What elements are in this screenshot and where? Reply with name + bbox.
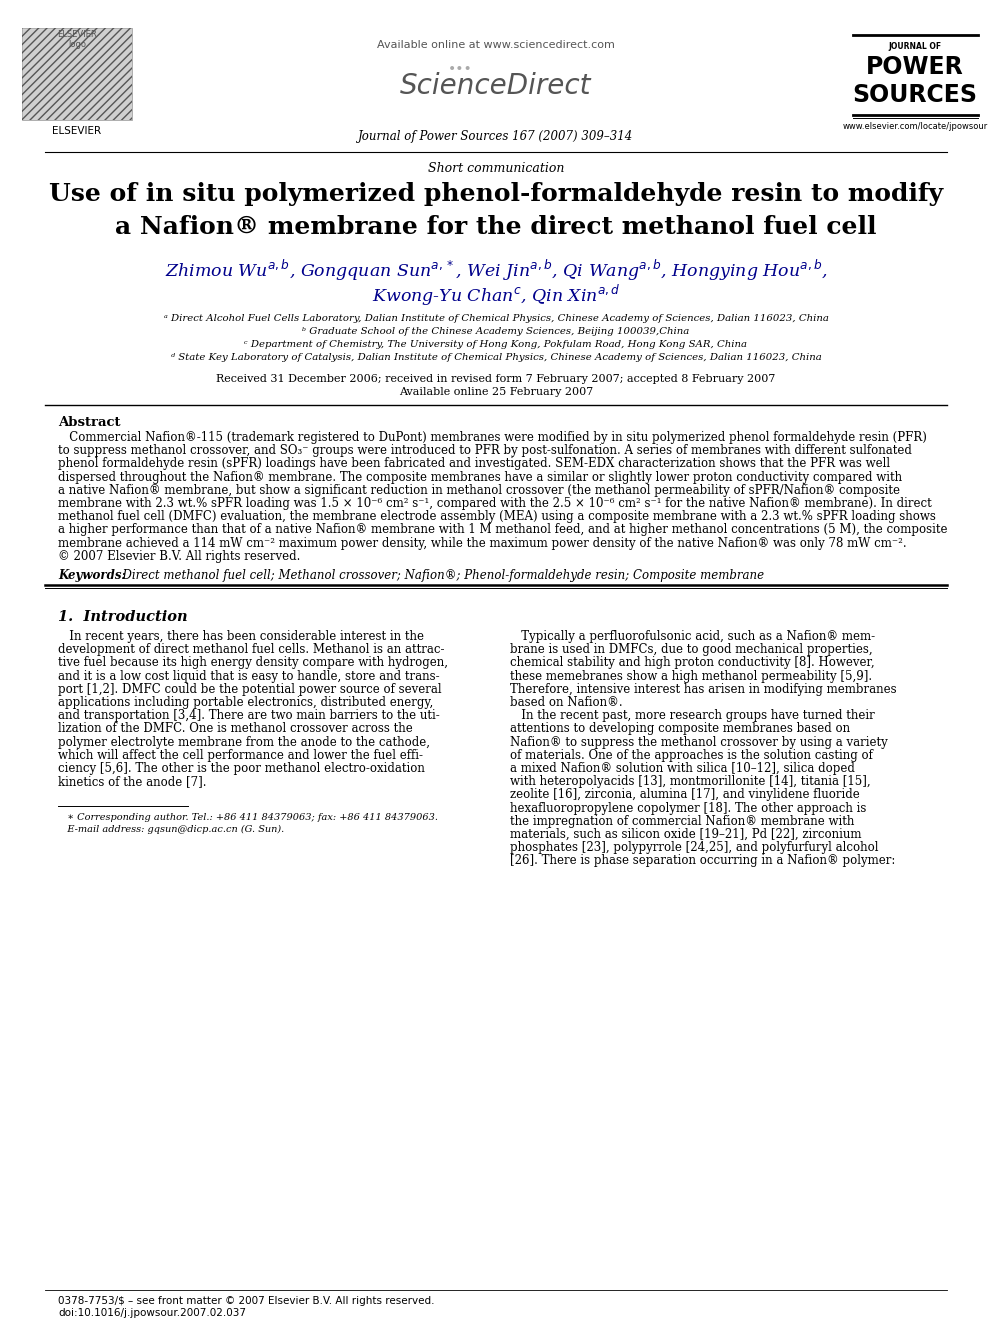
Text: Commercial Nafion®-115 (trademark registered to DuPont) membranes were modified : Commercial Nafion®-115 (trademark regist… bbox=[58, 431, 927, 445]
Text: Therefore, intensive interest has arisen in modifying membranes: Therefore, intensive interest has arisen… bbox=[510, 683, 897, 696]
Text: Nafion® to suppress the methanol crossover by using a variety: Nafion® to suppress the methanol crossov… bbox=[510, 736, 888, 749]
Text: phenol formaldehyde resin (sPFR) loadings have been fabricated and investigated.: phenol formaldehyde resin (sPFR) loading… bbox=[58, 458, 890, 471]
Text: polymer electrolyte membrane from the anode to the cathode,: polymer electrolyte membrane from the an… bbox=[58, 736, 430, 749]
Text: In the recent past, more research groups have turned their: In the recent past, more research groups… bbox=[510, 709, 875, 722]
Text: these memebranes show a high methanol permeability [5,9].: these memebranes show a high methanol pe… bbox=[510, 669, 872, 683]
Text: ᵃ Direct Alcohol Fuel Cells Laboratory, Dalian Institute of Chemical Physics, Ch: ᵃ Direct Alcohol Fuel Cells Laboratory, … bbox=[164, 314, 828, 323]
Text: based on Nafion®.: based on Nafion®. bbox=[510, 696, 623, 709]
Text: ∗ Corresponding author. Tel.: +86 411 84379063; fax: +86 411 84379063.: ∗ Corresponding author. Tel.: +86 411 84… bbox=[58, 814, 438, 823]
Text: port [1,2]. DMFC could be the potential power source of several: port [1,2]. DMFC could be the potential … bbox=[58, 683, 441, 696]
Text: a Nafion® membrane for the direct methanol fuel cell: a Nafion® membrane for the direct methan… bbox=[115, 216, 877, 239]
Text: JOURNAL OF: JOURNAL OF bbox=[889, 42, 941, 52]
Text: 0378-7753/$ – see front matter © 2007 Elsevier B.V. All rights reserved.: 0378-7753/$ – see front matter © 2007 El… bbox=[58, 1297, 434, 1306]
Text: methanol fuel cell (DMFC) evaluation, the membrane electrode assembly (MEA) usin: methanol fuel cell (DMFC) evaluation, th… bbox=[58, 511, 935, 523]
Text: ᵇ Graduate School of the Chinese Academy Sciences, Beijing 100039,China: ᵇ Graduate School of the Chinese Academy… bbox=[303, 327, 689, 336]
Text: 1.  Introduction: 1. Introduction bbox=[58, 610, 187, 624]
Text: membrane achieved a 114 mW cm⁻² maximum power density, while the maximum power d: membrane achieved a 114 mW cm⁻² maximum … bbox=[58, 537, 907, 549]
Text: with heteropolyacids [13], montmorillonite [14], titania [15],: with heteropolyacids [13], montmorilloni… bbox=[510, 775, 871, 789]
Text: phosphates [23], polypyrrole [24,25], and polyfurfuryl alcohol: phosphates [23], polypyrrole [24,25], an… bbox=[510, 841, 879, 855]
Text: lization of the DMFC. One is methanol crossover across the: lization of the DMFC. One is methanol cr… bbox=[58, 722, 413, 736]
Text: applications including portable electronics, distributed energy,: applications including portable electron… bbox=[58, 696, 434, 709]
Text: and it is a low cost liquid that is easy to handle, store and trans-: and it is a low cost liquid that is easy… bbox=[58, 669, 439, 683]
Text: zeolite [16], zirconia, alumina [17], and vinylidene fluoride: zeolite [16], zirconia, alumina [17], an… bbox=[510, 789, 860, 802]
Text: E-mail address: gqsun@dicp.ac.cn (G. Sun).: E-mail address: gqsun@dicp.ac.cn (G. Sun… bbox=[58, 824, 285, 833]
Text: the impregnation of commercial Nafion® membrane with: the impregnation of commercial Nafion® m… bbox=[510, 815, 854, 828]
Text: © 2007 Elsevier B.V. All rights reserved.: © 2007 Elsevier B.V. All rights reserved… bbox=[58, 550, 301, 562]
Text: In recent years, there has been considerable interest in the: In recent years, there has been consider… bbox=[58, 630, 424, 643]
Text: ELSEVIER: ELSEVIER bbox=[53, 126, 101, 136]
Text: ELSEVIER
logo: ELSEVIER logo bbox=[58, 30, 97, 49]
Text: dispersed throughout the Nafion® membrane. The composite membranes have a simila: dispersed throughout the Nafion® membran… bbox=[58, 471, 902, 484]
Text: and transportation [3,4]. There are two main barriers to the uti-: and transportation [3,4]. There are two … bbox=[58, 709, 439, 722]
Text: POWER: POWER bbox=[866, 56, 964, 79]
Bar bbox=[22, 28, 132, 120]
Text: a mixed Nafion® solution with silica [10–12], silica doped: a mixed Nafion® solution with silica [10… bbox=[510, 762, 855, 775]
Bar bbox=[22, 28, 132, 120]
Text: hexafluoropropylene copolymer [18]. The other approach is: hexafluoropropylene copolymer [18]. The … bbox=[510, 802, 866, 815]
Text: a higher performance than that of a native Nafion® membrane with 1 M methanol fe: a higher performance than that of a nati… bbox=[58, 524, 947, 536]
Text: Typically a perfluorofulsonic acid, such as a Nafion® mem-: Typically a perfluorofulsonic acid, such… bbox=[510, 630, 875, 643]
Text: [26]. There is phase separation occurring in a Nafion® polymer:: [26]. There is phase separation occurrin… bbox=[510, 855, 896, 868]
Text: Direct methanol fuel cell; Methanol crossover; Nafion®; Phenol-formaldehyde resi: Direct methanol fuel cell; Methanol cros… bbox=[115, 569, 764, 582]
Text: which will affect the cell performance and lower the fuel effi-: which will affect the cell performance a… bbox=[58, 749, 423, 762]
Text: Abstract: Abstract bbox=[58, 415, 120, 429]
Text: membrane with 2.3 wt.% sPFR loading was 1.5 × 10⁻⁶ cm² s⁻¹, compared with the 2.: membrane with 2.3 wt.% sPFR loading was … bbox=[58, 497, 931, 509]
Text: Kwong-Yu Chan$^{c}$, Qin Xin$^{a,d}$: Kwong-Yu Chan$^{c}$, Qin Xin$^{a,d}$ bbox=[372, 283, 620, 308]
Text: Received 31 December 2006; received in revised form 7 February 2007; accepted 8 : Received 31 December 2006; received in r… bbox=[216, 374, 776, 384]
Text: development of direct methanol fuel cells. Methanol is an attrac-: development of direct methanol fuel cell… bbox=[58, 643, 444, 656]
Text: www.elsevier.com/locate/jpowsour: www.elsevier.com/locate/jpowsour bbox=[842, 122, 988, 131]
Text: Use of in situ polymerized phenol-formaldehyde resin to modify: Use of in situ polymerized phenol-formal… bbox=[49, 183, 943, 206]
Text: Zhimou Wu$^{a,b}$, Gongquan Sun$^{a,*}$, Wei Jin$^{a,b}$, Qi Wang$^{a,b}$, Hongy: Zhimou Wu$^{a,b}$, Gongquan Sun$^{a,*}$,… bbox=[165, 258, 827, 283]
Text: ciency [5,6]. The other is the poor methanol electro-oxidation: ciency [5,6]. The other is the poor meth… bbox=[58, 762, 425, 775]
Text: doi:10.1016/j.jpowsour.2007.02.037: doi:10.1016/j.jpowsour.2007.02.037 bbox=[58, 1308, 246, 1318]
Text: materials, such as silicon oxide [19–21], Pd [22], zirconium: materials, such as silicon oxide [19–21]… bbox=[510, 828, 861, 841]
Text: chemical stability and high proton conductivity [8]. However,: chemical stability and high proton condu… bbox=[510, 656, 875, 669]
Text: a native Nafion® membrane, but show a significant reduction in methanol crossove: a native Nafion® membrane, but show a si… bbox=[58, 484, 900, 497]
Text: attentions to developing composite membranes based on: attentions to developing composite membr… bbox=[510, 722, 850, 736]
Text: Journal of Power Sources 167 (2007) 309–314: Journal of Power Sources 167 (2007) 309–… bbox=[358, 130, 634, 143]
Text: brane is used in DMFCs, due to good mechanical properties,: brane is used in DMFCs, due to good mech… bbox=[510, 643, 873, 656]
Text: to suppress methanol crossover, and SO₃⁻ groups were introduced to PFR by post-s: to suppress methanol crossover, and SO₃⁻… bbox=[58, 445, 912, 458]
Text: •••: ••• bbox=[447, 62, 472, 75]
Text: of materials. One of the approaches is the solution casting of: of materials. One of the approaches is t… bbox=[510, 749, 873, 762]
Text: ᵈ State Key Laboratory of Catalysis, Dalian Institute of Chemical Physics, Chine: ᵈ State Key Laboratory of Catalysis, Dal… bbox=[171, 353, 821, 363]
Text: kinetics of the anode [7].: kinetics of the anode [7]. bbox=[58, 775, 206, 789]
Text: Short communication: Short communication bbox=[428, 161, 564, 175]
Text: Available online at www.sciencedirect.com: Available online at www.sciencedirect.co… bbox=[377, 40, 615, 50]
Text: SOURCES: SOURCES bbox=[852, 83, 977, 107]
Text: ᶜ Department of Chemistry, The University of Hong Kong, Pokfulam Road, Hong Kong: ᶜ Department of Chemistry, The Universit… bbox=[244, 340, 748, 349]
Text: tive fuel because its high energy density compare with hydrogen,: tive fuel because its high energy densit… bbox=[58, 656, 448, 669]
Text: ScienceDirect: ScienceDirect bbox=[400, 71, 592, 101]
Text: Keywords:: Keywords: bbox=[58, 569, 126, 582]
Text: Available online 25 February 2007: Available online 25 February 2007 bbox=[399, 388, 593, 397]
